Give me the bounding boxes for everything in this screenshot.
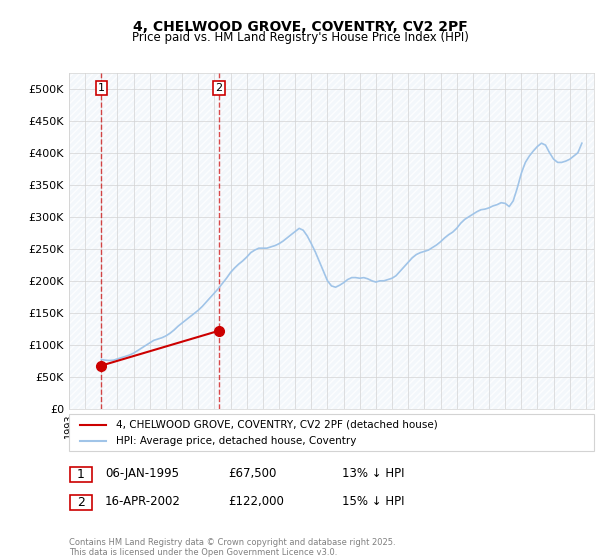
Text: 1: 1	[77, 468, 85, 481]
Text: 06-JAN-1995: 06-JAN-1995	[105, 466, 179, 480]
FancyBboxPatch shape	[69, 414, 594, 451]
Text: 2: 2	[77, 496, 85, 509]
Text: 1: 1	[98, 83, 105, 93]
Text: £67,500: £67,500	[228, 466, 277, 480]
Text: 16-APR-2002: 16-APR-2002	[105, 494, 181, 508]
FancyBboxPatch shape	[70, 495, 92, 511]
Text: £122,000: £122,000	[228, 494, 284, 508]
FancyBboxPatch shape	[70, 467, 92, 482]
Text: 2: 2	[215, 83, 223, 93]
Text: HPI: Average price, detached house, Coventry: HPI: Average price, detached house, Cove…	[116, 436, 356, 446]
Text: Price paid vs. HM Land Registry's House Price Index (HPI): Price paid vs. HM Land Registry's House …	[131, 31, 469, 44]
Text: 13% ↓ HPI: 13% ↓ HPI	[342, 466, 404, 480]
Text: 15% ↓ HPI: 15% ↓ HPI	[342, 494, 404, 508]
Text: 4, CHELWOOD GROVE, COVENTRY, CV2 2PF: 4, CHELWOOD GROVE, COVENTRY, CV2 2PF	[133, 20, 467, 34]
Text: 4, CHELWOOD GROVE, COVENTRY, CV2 2PF (detached house): 4, CHELWOOD GROVE, COVENTRY, CV2 2PF (de…	[116, 419, 438, 430]
Text: Contains HM Land Registry data © Crown copyright and database right 2025.
This d: Contains HM Land Registry data © Crown c…	[69, 538, 395, 557]
